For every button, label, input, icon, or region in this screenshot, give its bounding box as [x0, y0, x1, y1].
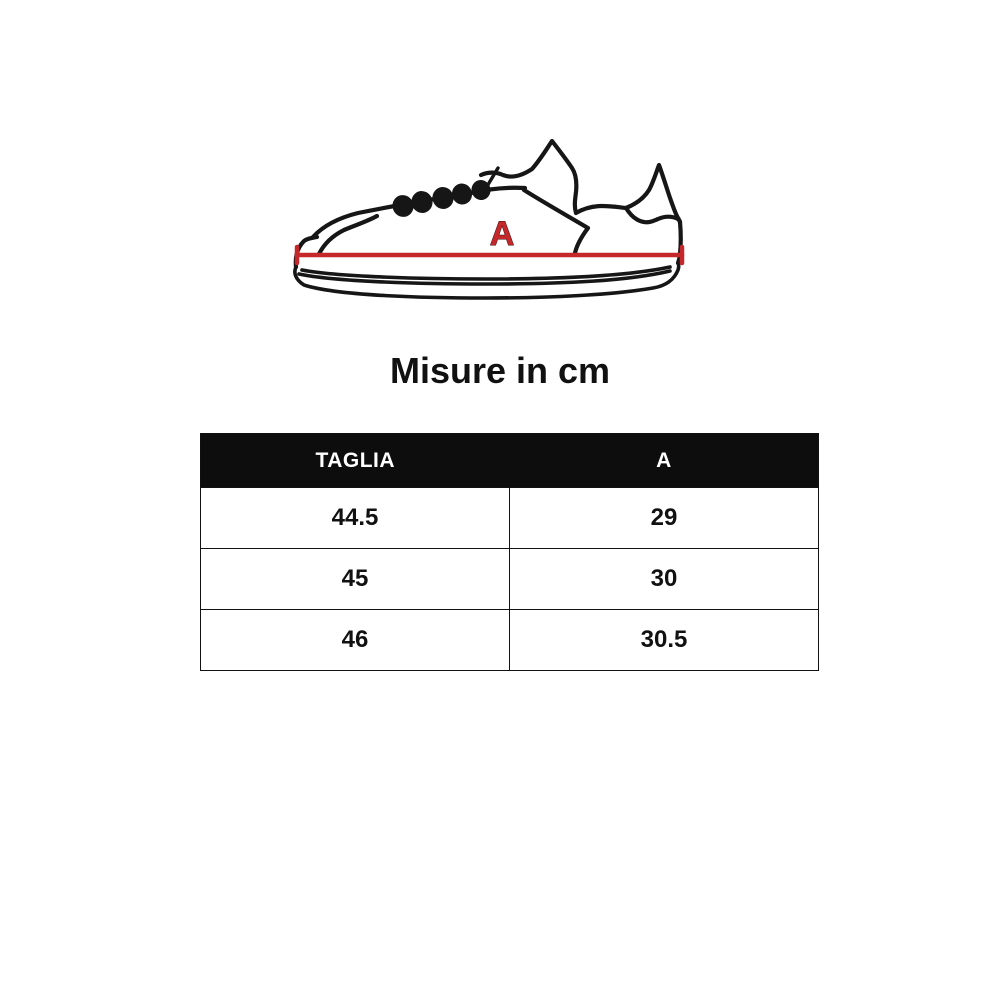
svg-text:A: A	[490, 215, 515, 253]
